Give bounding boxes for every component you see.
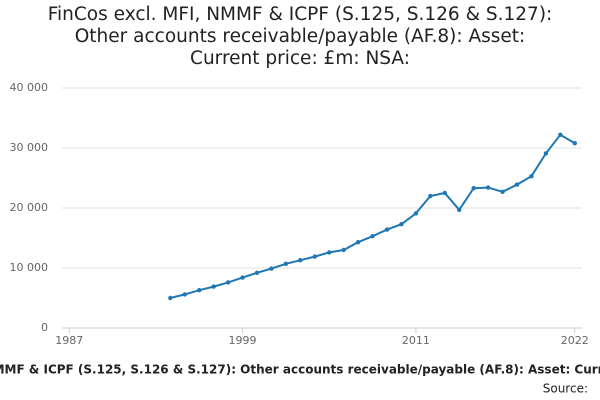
point — [312, 254, 317, 259]
chart-title: FinCos excl. MFI, NMMF & ICPF (S.125, S.… — [47, 4, 553, 69]
point — [197, 288, 202, 293]
point — [341, 247, 346, 253]
point — [370, 234, 375, 239]
point — [254, 270, 260, 275]
point — [225, 280, 231, 285]
y-tick-label: 40 000 — [10, 81, 49, 94]
point — [168, 295, 173, 301]
y-tick-label: 20 000 — [10, 201, 49, 214]
point — [500, 189, 505, 194]
x-tick-label: 1987 — [55, 334, 83, 347]
point — [471, 186, 476, 191]
point — [543, 151, 549, 156]
point — [298, 258, 303, 263]
point — [269, 266, 274, 271]
y-tick-label: 30 000 — [10, 141, 49, 154]
x-tick-label: 2022 — [561, 334, 589, 347]
y-tick-label: 10 000 — [10, 261, 49, 274]
point — [240, 275, 245, 280]
y-tick-label: 0 — [41, 321, 48, 334]
x-axis-label: FinCos excl. MFI, NMMF & ICPF (S.125, S.… — [0, 363, 600, 377]
point — [514, 182, 520, 187]
point — [211, 284, 216, 289]
x-tick-label: 2011 — [402, 334, 430, 347]
source: Source: — [543, 382, 588, 396]
point — [457, 207, 462, 212]
point — [428, 193, 433, 199]
point — [413, 211, 419, 216]
point — [485, 185, 491, 190]
point — [442, 190, 447, 196]
point — [384, 227, 390, 232]
point — [558, 132, 563, 137]
point — [182, 292, 187, 297]
point — [399, 222, 404, 227]
point — [283, 261, 289, 266]
point — [327, 250, 332, 255]
point — [572, 141, 577, 146]
point — [355, 240, 361, 245]
x-tick-label: 1999 — [229, 334, 257, 347]
line — [170, 133, 576, 299]
point — [529, 174, 534, 179]
